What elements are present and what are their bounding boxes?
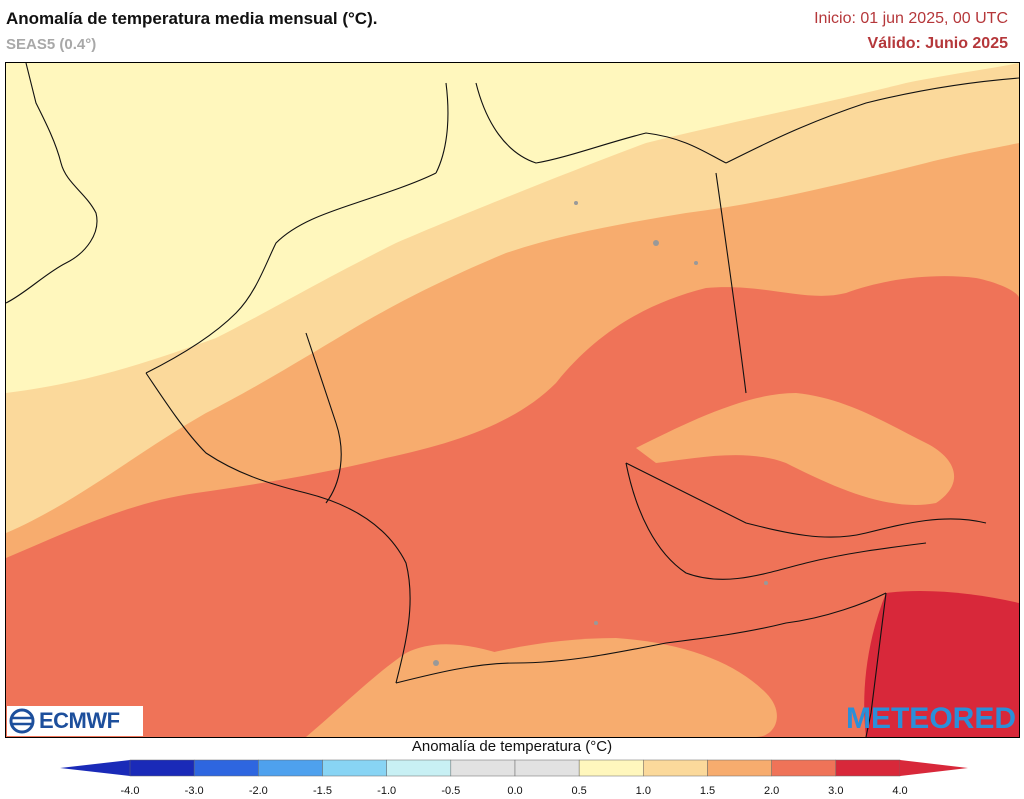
legend-tick-label: 0.5 [571, 785, 587, 797]
coastline-baltic [725, 77, 1019, 164]
border-fr-de [145, 372, 411, 684]
legend-colorbar [60, 759, 968, 777]
border-alps [395, 592, 887, 684]
legend-tick-label: 4.0 [892, 785, 908, 797]
coastline-uk [6, 63, 98, 304]
legend-tick-label: 2.0 [764, 785, 780, 797]
legend-arrow-low [60, 760, 130, 776]
anomaly-map [5, 62, 1020, 738]
legend-title: Anomalía de temperatura (°C) [411, 738, 613, 755]
ecmwf-logo: ECMWF [7, 706, 143, 736]
legend-cell [771, 759, 837, 777]
ecmwf-logo-text: ECMWF [39, 708, 120, 733]
border-cz-north [625, 462, 987, 538]
lakes [433, 201, 768, 666]
border-at-hu [865, 592, 887, 737]
valid-period-label: Válido: Junio 2025 [867, 35, 1008, 52]
border-de-nl-be [305, 332, 342, 504]
legend-cell [129, 759, 195, 777]
coastline-northsea [145, 172, 437, 374]
legend-tick-label: -2.0 [248, 785, 268, 797]
anomaly-band-2-0 [6, 276, 1019, 737]
anomaly-band-3-0 [864, 591, 1019, 737]
border-cz-south [625, 462, 927, 580]
coastline-denmark [435, 82, 727, 174]
meteored-logo: METEORED [845, 702, 1016, 735]
legend-cells [129, 759, 901, 777]
legend-tick-label: 0.0 [507, 785, 523, 797]
legend-tick-label: -0.5 [441, 785, 461, 797]
ecmwf-emblem-icon [9, 708, 35, 734]
legend-cell [707, 759, 772, 777]
legend-cell [514, 759, 580, 777]
legend-cell [578, 759, 644, 777]
legend-arrow-high [900, 760, 968, 776]
legend-tick-label: -1.0 [377, 785, 397, 797]
legend-cell [643, 759, 708, 777]
map-canvas [6, 63, 1019, 737]
legend-cell [450, 759, 516, 777]
legend-cell [193, 759, 259, 777]
legend-tick-label: 1.0 [635, 785, 651, 797]
border-de-pl [715, 172, 747, 394]
legend-cell [322, 759, 387, 777]
legend-tick-label: -3.0 [184, 785, 204, 797]
legend-tick-label: -1.5 [313, 785, 332, 797]
legend-tick-label: 1.5 [699, 785, 716, 797]
legend-tick-label: 3.0 [828, 785, 844, 797]
borders [6, 63, 1019, 737]
anomaly-patch-1-5 [636, 393, 955, 505]
map-title: Anomalía de temperatura media mensual (°… [6, 9, 378, 28]
legend-cell [835, 759, 901, 777]
legend-tick-label: -4.0 [120, 785, 140, 797]
model-label: SEAS5 (0.4°) [6, 36, 97, 53]
init-time-label: Inicio: 01 jun 2025, 00 UTC [814, 10, 1008, 27]
legend-cell [386, 759, 452, 777]
legend-cell [258, 759, 323, 777]
